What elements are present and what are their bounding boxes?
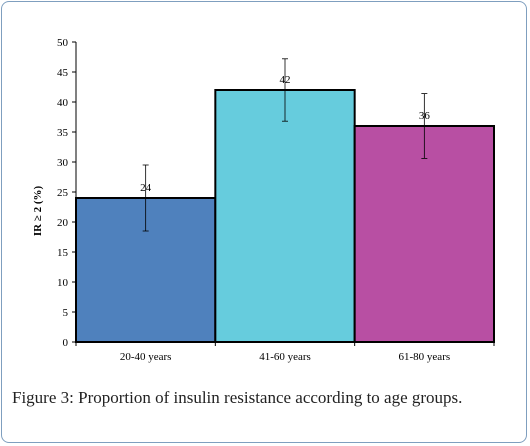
y-tick-label-40: 40 xyxy=(57,97,69,109)
figure-caption: Figure 3: Proportion of insulin resistan… xyxy=(12,388,522,408)
caption-label: Figure 3: xyxy=(12,388,74,407)
x-category-label-3: 61-80 years xyxy=(399,351,451,363)
x-category-label-1: 20-40 years xyxy=(120,351,172,363)
data-label-3: 36 xyxy=(419,110,431,122)
y-tick-label-5: 5 xyxy=(63,307,69,319)
y-axis-label: IR ≥ 2 (%) xyxy=(32,185,44,236)
y-tick-label-0: 0 xyxy=(63,337,69,349)
x-category-label-2: 41-60 years xyxy=(259,351,311,363)
axes-layer: 0 5 10 15 20 25 30 35 40 45 50 20-40 years 41-60 yea… xyxy=(57,37,495,363)
y-tick-label-45: 45 xyxy=(57,67,69,79)
labels-layer: 24 42 36 xyxy=(140,74,430,194)
bars-layer xyxy=(75,89,495,343)
y-tick-label-30: 30 xyxy=(57,157,69,169)
data-label-2: 42 xyxy=(280,74,291,86)
y-tick-label-10: 10 xyxy=(57,277,69,289)
error-bars-layer xyxy=(142,58,428,232)
bar-2 xyxy=(214,89,356,343)
y-tick-label-25: 25 xyxy=(57,187,69,199)
y-tick-label-35: 35 xyxy=(57,127,69,139)
y-tick-label-50: 50 xyxy=(57,37,69,49)
y-tick-label-20: 20 xyxy=(57,217,69,229)
data-label-1: 24 xyxy=(140,182,152,194)
y-tick-label-15: 15 xyxy=(57,247,69,259)
bar-chart: 0 5 10 15 20 25 30 35 40 45 50 20-40 years 41-60 yea… xyxy=(32,37,495,363)
caption-text: Proportion of insulin resistance accordi… xyxy=(73,388,463,407)
